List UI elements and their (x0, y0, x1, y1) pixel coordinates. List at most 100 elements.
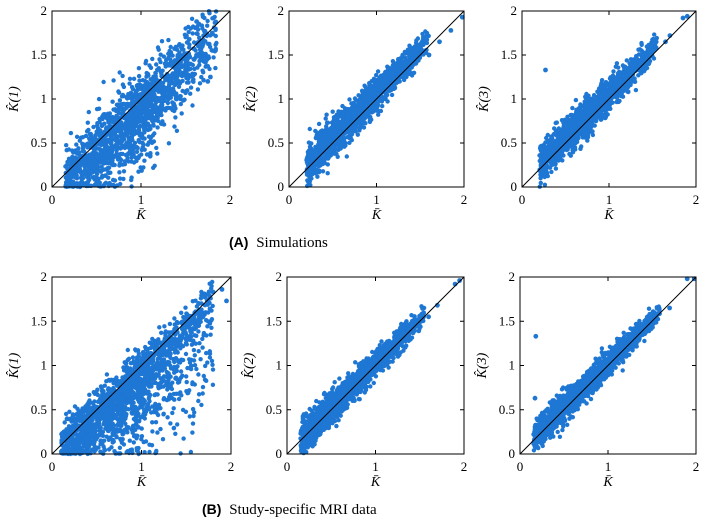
scatter-points (304, 14, 465, 189)
scatter-point (176, 84, 182, 90)
scatter-point (77, 138, 83, 143)
scatter-point (542, 182, 548, 187)
scatter-point (113, 133, 119, 139)
scatter-point (386, 75, 391, 80)
scatter-point (117, 98, 123, 103)
y-axis-label: K̂(1) (6, 86, 22, 113)
scatter-point (178, 101, 183, 107)
scatter-point (336, 109, 341, 114)
scatter-point (133, 89, 138, 94)
scatter-point (423, 39, 429, 44)
scatter-point (355, 106, 360, 111)
scatter-point (158, 105, 163, 111)
scatter-point (200, 26, 205, 31)
scatter-point (121, 84, 127, 90)
scatter-point (94, 171, 100, 177)
scatter-point (143, 119, 148, 124)
scatter-point (125, 130, 130, 135)
scatter-point (383, 72, 388, 77)
scatter-point (538, 146, 544, 152)
scatter-point (584, 109, 590, 115)
scatter-point (636, 52, 642, 57)
scatter-point (369, 96, 374, 101)
scatter-point (349, 137, 354, 143)
scatter-point (208, 74, 213, 80)
y-tick-label: 0 (278, 179, 285, 194)
scatter-point (325, 171, 330, 176)
scatter-point (361, 94, 366, 99)
scatter-point (82, 149, 87, 154)
scatter-point (181, 47, 186, 52)
scatter-point (120, 151, 125, 157)
scatter-point (357, 124, 363, 130)
scatter-point (165, 100, 171, 106)
scatter-point (573, 120, 578, 125)
scatter-point (213, 33, 218, 39)
scatter-point (84, 174, 90, 179)
scatter-point (99, 152, 104, 157)
scatter-point (125, 347, 130, 353)
scatter-point (309, 153, 315, 158)
scatter-point (324, 112, 329, 117)
scatter-point (558, 156, 563, 162)
scatter-point (214, 40, 219, 46)
scatter-point (68, 157, 73, 163)
scatter-point (118, 146, 123, 151)
scatter-point (194, 31, 199, 36)
scatter-point (639, 40, 644, 46)
scatter-point (142, 158, 147, 163)
y-tick-label: 2 (511, 3, 518, 18)
scatter-point (120, 92, 126, 98)
scatter-point (184, 374, 189, 379)
scatter-point (213, 65, 218, 71)
scatter-point (124, 95, 129, 100)
scatter-point (120, 73, 125, 79)
scatter-point (132, 140, 138, 146)
y-tick-label: 1.5 (31, 47, 47, 62)
scatter-point (329, 125, 334, 130)
scatter-point (323, 116, 328, 121)
scatter-point (152, 88, 157, 93)
scatter-point (590, 98, 595, 103)
scatter-point (134, 144, 139, 150)
scatter-point (127, 149, 133, 154)
scatter-point (171, 101, 176, 106)
scatter-point (172, 108, 177, 114)
scatter-point (130, 101, 135, 106)
scatter-point (63, 143, 69, 148)
scatter-point (422, 49, 427, 54)
scatter-point (170, 53, 175, 58)
scatter-point (138, 113, 144, 119)
y-tick-label: 0.5 (501, 135, 517, 150)
scatter-point (110, 133, 115, 138)
scatter-point (178, 70, 184, 75)
scatter-point (133, 118, 138, 123)
scatter-point (85, 144, 90, 149)
scatter-point (137, 78, 142, 83)
scatter-point (600, 89, 606, 94)
scatter-points (63, 9, 219, 190)
scatter-point (110, 158, 115, 163)
scatter-point (336, 125, 341, 131)
scatter-point (570, 150, 576, 155)
scatter-point (196, 21, 202, 26)
scatter-point (92, 138, 97, 144)
panel-b1: 0 1 200.511.52K̄K̂(1) (6, 269, 235, 490)
scatter-point (211, 55, 216, 60)
scatter-point (572, 115, 578, 120)
scatter-point (137, 129, 142, 134)
x-axis-label: K̄ (371, 208, 382, 223)
scatter-point (347, 110, 352, 116)
scatter-point (174, 96, 180, 102)
scatter-point (119, 157, 124, 163)
scatter-point (362, 98, 367, 103)
scatter-point (73, 155, 78, 160)
scatter-point (578, 108, 584, 113)
scatter-point (344, 154, 349, 159)
scatter-point (201, 77, 206, 83)
scatter-point (96, 96, 102, 102)
scatter-point (103, 151, 108, 157)
scatter-point (105, 111, 111, 117)
scatter-point (390, 59, 396, 64)
scatter-point (170, 76, 175, 81)
